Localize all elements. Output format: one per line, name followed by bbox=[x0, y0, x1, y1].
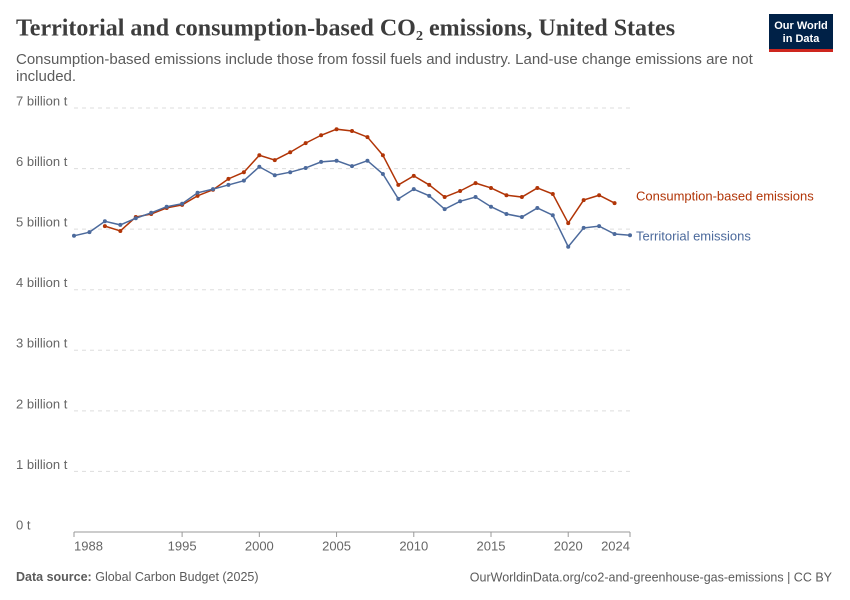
source-label: Data source: bbox=[16, 570, 92, 584]
data-point bbox=[257, 164, 262, 169]
x-tick-label: 2024 bbox=[601, 538, 630, 553]
data-point bbox=[102, 219, 107, 224]
x-tick-label: 1988 bbox=[74, 538, 103, 553]
data-point bbox=[149, 210, 154, 215]
data-point bbox=[102, 224, 107, 229]
data-point bbox=[319, 159, 324, 164]
data-point bbox=[628, 233, 632, 238]
data-point bbox=[365, 158, 370, 163]
x-tick-label: 2010 bbox=[399, 538, 428, 553]
y-tick-label: 7 billion t bbox=[16, 93, 68, 108]
data-point bbox=[442, 195, 447, 200]
data-point bbox=[489, 185, 493, 190]
data-point bbox=[195, 193, 200, 198]
data-point bbox=[72, 233, 76, 238]
data-point bbox=[118, 228, 123, 233]
data-point bbox=[257, 153, 262, 158]
data-point bbox=[442, 207, 447, 212]
data-point bbox=[334, 158, 339, 163]
url[interactable]: OurWorldinData.org/co2-and-greenhouse-ga… bbox=[470, 570, 833, 584]
data-point bbox=[489, 204, 493, 209]
source-text: Global Carbon Budget (2025) bbox=[95, 570, 258, 584]
data-point bbox=[133, 216, 138, 221]
data-point bbox=[535, 185, 540, 190]
x-tick-label: 2005 bbox=[322, 538, 351, 553]
data-point bbox=[411, 187, 416, 192]
data-point bbox=[519, 195, 524, 200]
data-point bbox=[612, 201, 617, 206]
data-point bbox=[411, 173, 416, 178]
y-tick-label: 0 t bbox=[16, 517, 31, 532]
data-point bbox=[581, 198, 586, 203]
data-point bbox=[365, 135, 370, 140]
source: Data source: Global Carbon Budget (2025) bbox=[16, 570, 259, 584]
data-point bbox=[226, 182, 231, 187]
data-point bbox=[473, 195, 478, 200]
logo-text: in Data bbox=[783, 33, 821, 45]
data-point bbox=[288, 170, 293, 175]
data-point bbox=[473, 181, 478, 186]
data-point bbox=[180, 201, 185, 206]
chart-subtitle: Consumption-based emissions include thos… bbox=[16, 51, 754, 68]
data-point bbox=[519, 215, 524, 220]
data-point bbox=[597, 193, 602, 198]
data-point bbox=[288, 150, 293, 155]
data-point bbox=[535, 205, 540, 210]
data-point bbox=[303, 165, 308, 170]
data-point bbox=[380, 153, 385, 158]
data-point bbox=[272, 173, 277, 178]
data-point bbox=[195, 190, 200, 195]
data-point bbox=[458, 188, 463, 193]
y-tick-label: 1 billion t bbox=[16, 457, 68, 472]
data-point bbox=[597, 224, 602, 229]
data-point bbox=[164, 204, 169, 209]
data-point bbox=[504, 212, 509, 216]
data-point bbox=[550, 192, 555, 197]
chart-title: Territorial and consumption-based CO₂ em… bbox=[16, 16, 675, 42]
series-label: Consumption-based emissions bbox=[636, 189, 814, 204]
x-tick-label: 2020 bbox=[554, 538, 583, 553]
data-point bbox=[581, 225, 586, 230]
y-tick-label: 5 billion t bbox=[16, 215, 68, 230]
series-line bbox=[73, 159, 631, 249]
data-point bbox=[350, 129, 354, 134]
data-point bbox=[566, 221, 571, 226]
logo-text: Our World bbox=[774, 20, 828, 32]
data-point bbox=[334, 127, 339, 132]
data-point bbox=[396, 196, 401, 201]
data-point bbox=[612, 231, 617, 236]
x-tick-label: 1995 bbox=[168, 538, 197, 553]
data-point bbox=[504, 193, 509, 198]
x-tick-label: 2015 bbox=[477, 538, 506, 553]
y-tick-label: 6 billion t bbox=[16, 154, 68, 169]
x-tick-label: 2000 bbox=[245, 538, 274, 553]
chart-subtitle: included. bbox=[16, 68, 76, 85]
data-point bbox=[427, 193, 432, 198]
data-point bbox=[566, 244, 571, 249]
series-label: Territorial emissions bbox=[636, 229, 751, 244]
logo-background bbox=[769, 14, 833, 52]
data-point bbox=[303, 141, 308, 146]
data-point bbox=[350, 164, 354, 169]
logo-bar bbox=[769, 49, 833, 52]
data-point bbox=[226, 176, 231, 181]
data-point bbox=[458, 199, 463, 204]
data-point bbox=[396, 182, 401, 187]
data-point bbox=[319, 133, 324, 138]
data-point bbox=[272, 158, 277, 163]
data-point bbox=[241, 170, 246, 175]
data-point bbox=[211, 187, 215, 192]
data-point bbox=[118, 222, 123, 227]
data-point bbox=[427, 182, 432, 187]
y-tick-label: 4 billion t bbox=[16, 275, 68, 290]
data-point bbox=[550, 213, 555, 218]
data-point bbox=[87, 230, 92, 235]
y-tick-label: 3 billion t bbox=[16, 336, 68, 351]
data-point bbox=[380, 172, 385, 177]
y-tick-label: 2 billion t bbox=[16, 396, 68, 411]
data-point bbox=[241, 178, 246, 183]
series-line bbox=[104, 128, 615, 232]
logo[interactable]: Our World in Data bbox=[769, 14, 833, 52]
